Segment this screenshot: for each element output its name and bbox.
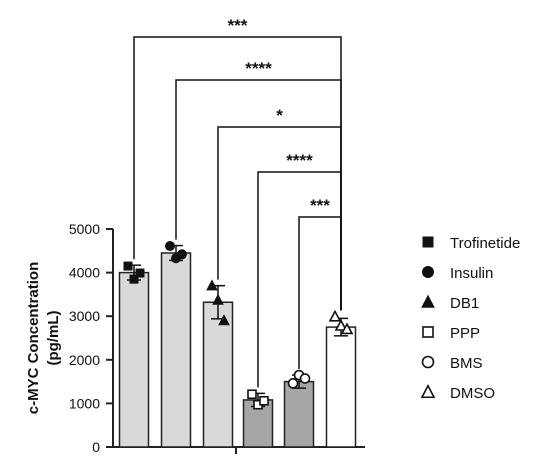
- significance-label: *: [276, 106, 283, 125]
- bar-insulin: [160, 252, 192, 448]
- data-point-trofinetide: [135, 268, 145, 278]
- data-point-dmso: [340, 322, 354, 335]
- legend-label-dmso: DMSO: [450, 385, 495, 402]
- data-point-ppp: [259, 395, 269, 406]
- data-point-dmso: [334, 318, 348, 331]
- legend-marker-db1: [421, 294, 435, 308]
- bar-trofinetide: [118, 271, 150, 448]
- significance-brackets: ***************: [133, 16, 342, 388]
- legend-marker-trofinetide: [422, 236, 434, 248]
- legend-label-insulin: Insulin: [450, 265, 493, 282]
- data-point-trofinetide: [129, 274, 139, 284]
- legend-label-db1: DB1: [450, 295, 479, 312]
- legend-marker-dmso: [420, 384, 436, 399]
- legend-label-trofinetide: Trofinetide: [450, 235, 520, 252]
- bar-bms: [283, 380, 315, 448]
- data-point-ppp: [247, 389, 257, 400]
- data-point-db1: [218, 314, 230, 326]
- legend-marker-insulin: [422, 266, 434, 278]
- y-tick-label: 5000: [69, 221, 100, 237]
- axes: [112, 229, 365, 454]
- y-tick-label: 0: [92, 439, 100, 455]
- significance-bracket: [298, 216, 342, 370]
- data-point-dmso: [328, 309, 342, 322]
- y-tick-label: 3000: [69, 308, 100, 324]
- legend: Trofinetide Insulin DB1 PPP BMS DMSO: [420, 235, 520, 402]
- y-tick-label: 1000: [69, 395, 100, 411]
- error-bars: [127, 244, 348, 408]
- significance-label: ****: [245, 59, 272, 78]
- data-points: [123, 241, 354, 410]
- data-point-db1: [212, 293, 224, 305]
- legend-marker-ppp: [422, 326, 434, 338]
- significance-label: ****: [286, 151, 313, 170]
- y-axis-title-unit: (pg/mL): [45, 311, 62, 366]
- data-point-db1: [206, 279, 218, 291]
- legend-marker-bms: [421, 355, 435, 369]
- significance-label: ***: [228, 16, 248, 35]
- y-tick-label: 2000: [69, 352, 100, 368]
- y-axis-title-main: c-MYC Concentration: [25, 262, 42, 415]
- legend-label-bms: BMS: [450, 355, 483, 372]
- legend-label-ppp: PPP: [450, 325, 480, 342]
- data-point-bms: [287, 378, 299, 389]
- data-point-trofinetide: [123, 261, 133, 271]
- y-tick-label: 4000: [69, 265, 100, 281]
- y-axis-title: c-MYC Concentration (pg/mL): [25, 262, 62, 415]
- data-point-insulin: [177, 249, 187, 260]
- significance-label: ***: [310, 196, 330, 215]
- bars: [118, 252, 357, 448]
- data-point-insulin: [165, 241, 175, 252]
- bar-dmso: [325, 326, 357, 448]
- y-ticks: 0 1000 2000 3000 4000 5000: [69, 221, 113, 455]
- data-point-bms: [299, 373, 311, 384]
- significance-bracket: [217, 126, 342, 311]
